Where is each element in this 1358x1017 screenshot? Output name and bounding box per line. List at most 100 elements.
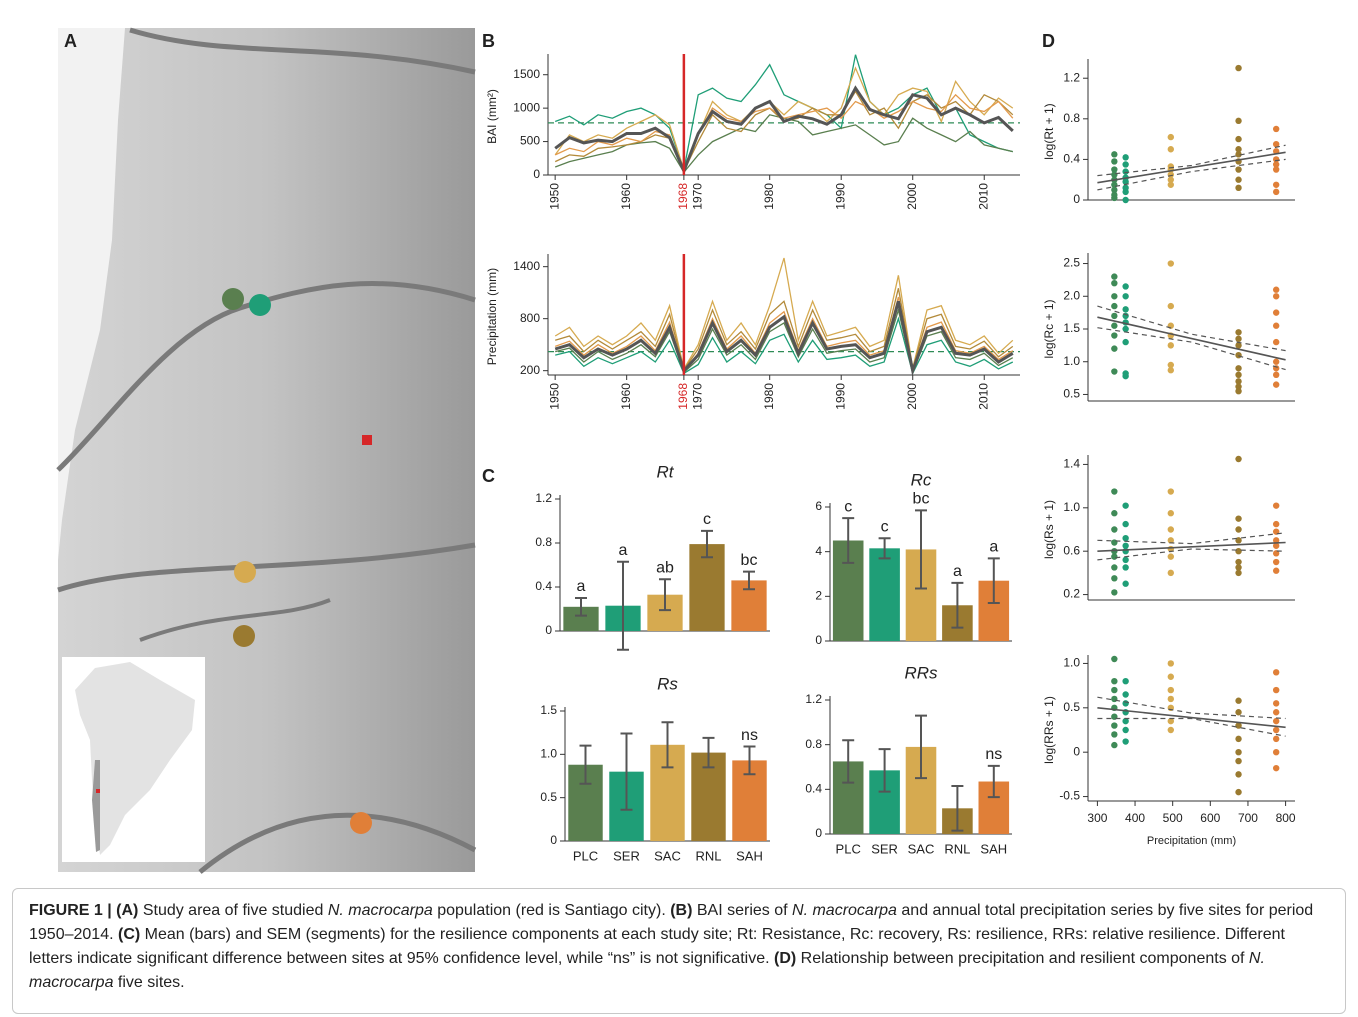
point bbox=[1111, 722, 1117, 728]
point bbox=[1111, 151, 1117, 157]
y-tick-label: 500 bbox=[520, 134, 540, 148]
figure: A B C D 050010001500BAI (mm²)19501960196… bbox=[0, 0, 1358, 885]
point bbox=[1273, 502, 1279, 508]
y-tick-label: 200 bbox=[520, 363, 540, 377]
x-tick-label: SER bbox=[613, 848, 640, 863]
y-tick-label: 0 bbox=[1073, 744, 1080, 758]
y-tick-label: 0.2 bbox=[1063, 587, 1080, 601]
caption-text: five sites. bbox=[113, 974, 184, 991]
caption-text: FIGURE 1 | (A) bbox=[29, 902, 138, 919]
y-tick-label: 0.4 bbox=[805, 782, 822, 796]
x-tick-label: 1960 bbox=[619, 383, 633, 410]
y-axis-label: log(Rs + 1) bbox=[1042, 500, 1056, 559]
significance-label: a bbox=[989, 539, 998, 556]
x-tick-label: 700 bbox=[1238, 811, 1258, 825]
point bbox=[1122, 154, 1128, 160]
y-tick-label: 0 bbox=[533, 167, 540, 181]
point bbox=[1168, 526, 1174, 532]
point bbox=[1122, 700, 1128, 706]
point bbox=[1168, 687, 1174, 693]
point bbox=[1111, 158, 1117, 164]
significance-label: a bbox=[619, 542, 628, 559]
point bbox=[1273, 293, 1279, 299]
point bbox=[1235, 177, 1241, 183]
point bbox=[1122, 564, 1128, 570]
point bbox=[1168, 570, 1174, 576]
point bbox=[1168, 553, 1174, 559]
y-tick-label: 0 bbox=[550, 833, 557, 847]
x-tick-label: PLC bbox=[573, 848, 598, 863]
y-tick-label: 2 bbox=[815, 589, 822, 603]
significance-label: bc bbox=[741, 552, 758, 569]
chart-title: Rs bbox=[657, 674, 678, 693]
point bbox=[1235, 185, 1241, 191]
y-tick-label: 1.0 bbox=[1063, 656, 1080, 670]
point bbox=[1235, 758, 1241, 764]
point bbox=[1111, 280, 1117, 286]
x-tick-label: 400 bbox=[1125, 811, 1145, 825]
y-axis-label: Precipitation (mm) bbox=[485, 268, 499, 365]
x-tick-label: 1990 bbox=[833, 383, 847, 410]
point bbox=[1122, 543, 1128, 549]
significance-label: a bbox=[953, 563, 962, 580]
point bbox=[1273, 765, 1279, 771]
point bbox=[1235, 789, 1241, 795]
point bbox=[1273, 323, 1279, 329]
point bbox=[1111, 488, 1117, 494]
point bbox=[1235, 378, 1241, 384]
x-tick-label: PLC bbox=[836, 841, 861, 856]
point bbox=[1235, 749, 1241, 755]
point bbox=[1111, 539, 1117, 545]
y-tick-label: 4 bbox=[815, 544, 822, 558]
x-tick-label: 2000 bbox=[905, 183, 919, 210]
y-axis-label: BAI (mm²) bbox=[485, 89, 499, 144]
panel-label: D bbox=[1042, 31, 1055, 51]
point bbox=[1122, 557, 1128, 563]
caption-text: Relationship between precipitation and r… bbox=[796, 950, 1249, 967]
y-tick-label: 1.2 bbox=[535, 491, 552, 505]
point bbox=[1168, 163, 1174, 169]
point bbox=[1111, 696, 1117, 702]
x-tick-label: 1980 bbox=[762, 383, 776, 410]
point bbox=[1273, 687, 1279, 693]
point bbox=[1273, 521, 1279, 527]
point bbox=[1111, 731, 1117, 737]
point bbox=[1122, 185, 1128, 191]
y-tick-label: 0.8 bbox=[805, 737, 822, 751]
point bbox=[1235, 526, 1241, 532]
y-tick-label: 1.2 bbox=[805, 692, 822, 706]
caption-text: N. macrocarpa bbox=[328, 902, 433, 919]
point bbox=[1168, 510, 1174, 516]
point bbox=[1122, 339, 1128, 345]
point bbox=[1273, 736, 1279, 742]
point bbox=[1168, 146, 1174, 152]
x-tick-label: 1980 bbox=[762, 183, 776, 210]
y-tick-label: 1.5 bbox=[540, 703, 557, 717]
point bbox=[1273, 700, 1279, 706]
point bbox=[1111, 303, 1117, 309]
point bbox=[1111, 345, 1117, 351]
significance-label: c bbox=[703, 511, 711, 528]
caption-text: N. macrocarpa bbox=[792, 902, 897, 919]
point bbox=[1168, 342, 1174, 348]
point bbox=[1273, 287, 1279, 293]
point bbox=[1168, 362, 1174, 368]
x-tick-label: 500 bbox=[1163, 811, 1183, 825]
x-tick-label: 2000 bbox=[905, 383, 919, 410]
y-tick-label: 1.0 bbox=[540, 747, 557, 761]
point bbox=[1235, 118, 1241, 124]
x-tick-label: 1968 bbox=[676, 383, 690, 410]
y-tick-label: 1400 bbox=[513, 259, 540, 273]
point bbox=[1168, 727, 1174, 733]
map bbox=[58, 28, 475, 872]
significance-label: ns bbox=[985, 746, 1002, 763]
point bbox=[1235, 329, 1241, 335]
y-tick-label: 1500 bbox=[513, 67, 540, 81]
x-tick-label: RNL bbox=[944, 841, 970, 856]
y-tick-label: 0.5 bbox=[1063, 387, 1080, 401]
y-tick-label: 1.0 bbox=[1063, 500, 1080, 514]
point bbox=[1273, 309, 1279, 315]
x-tick-label: 1970 bbox=[690, 383, 704, 410]
chart-title: RRs bbox=[904, 663, 938, 682]
point bbox=[1122, 326, 1128, 332]
